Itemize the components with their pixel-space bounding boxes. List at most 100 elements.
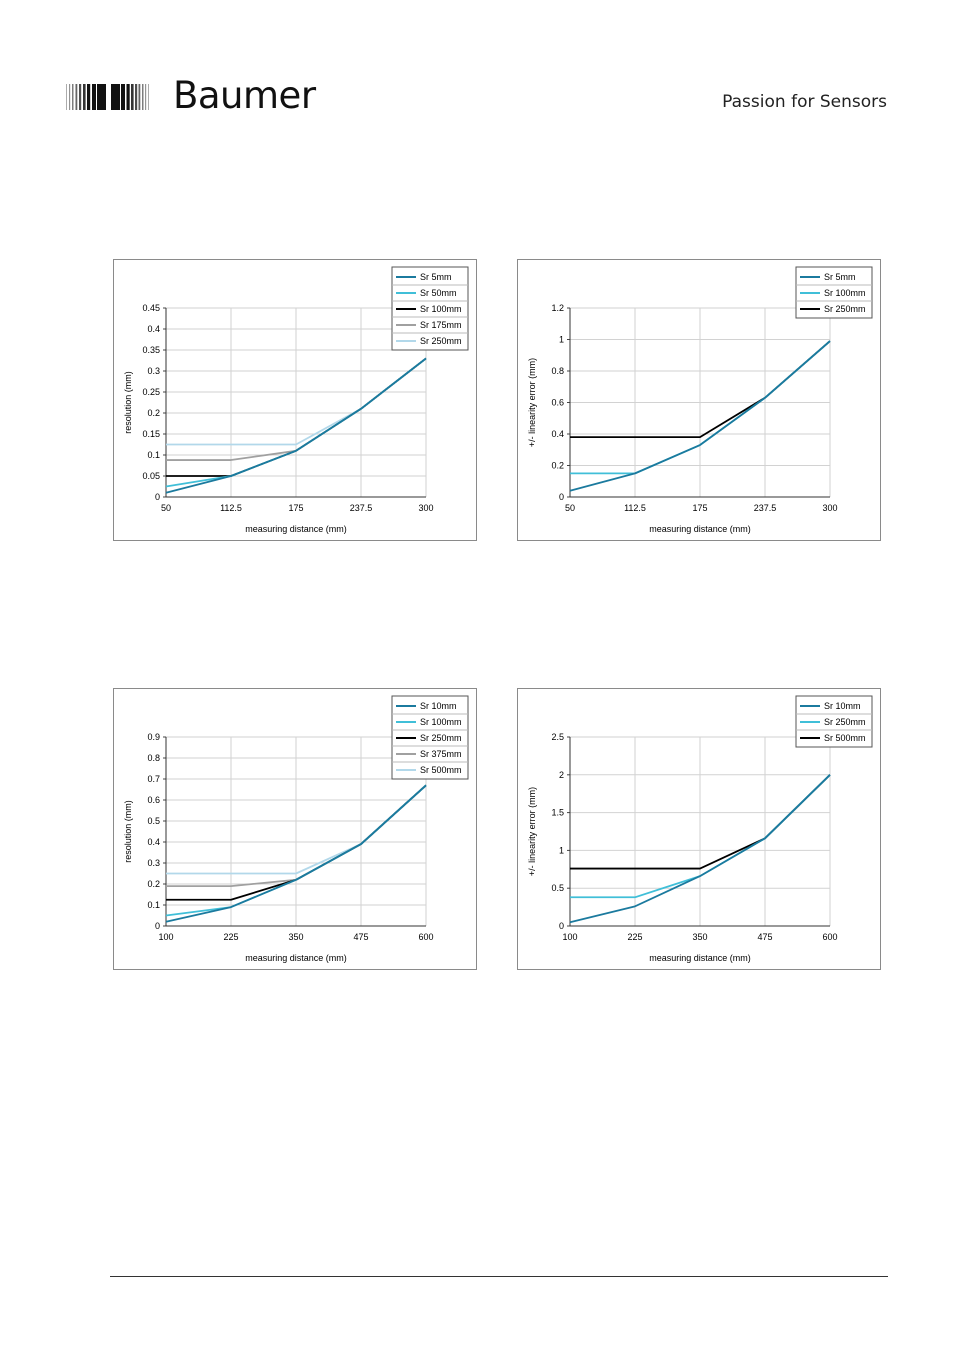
series-group xyxy=(569,340,831,492)
x-tick-label: 237.5 xyxy=(754,503,777,513)
legend-entry: Sr 10mm xyxy=(824,701,861,711)
x-tick-label: 600 xyxy=(822,932,837,942)
resolution-chart-300: 0 0.05 0.1 0.15 0.2 0.25 0.3 0.35 0.4 0.45 50 112.5… xyxy=(113,259,477,541)
y-tick-label: 0.9 xyxy=(147,732,160,742)
y-tick-label: 2.5 xyxy=(551,732,564,742)
linearity-chart-300: 0 0.2 0.4 0.6 0.8 1 1.2 50 112.5 175 237.5 300 measu… xyxy=(517,259,881,541)
chart-legend: Sr 5mm Sr 100mm Sr 250mm xyxy=(795,266,873,319)
y-tick-label: 0.4 xyxy=(147,837,160,847)
y-tick-label: 0 xyxy=(559,921,564,931)
x-tick-label: 175 xyxy=(288,503,303,513)
series-line xyxy=(165,357,427,494)
y-tick-label: 0.2 xyxy=(147,408,160,418)
x-tick-label: 50 xyxy=(565,503,575,513)
x-tick-label: 350 xyxy=(692,932,707,942)
y-tick-label: 0.1 xyxy=(147,900,160,910)
series-group xyxy=(165,784,427,923)
y-tick-label: 0.25 xyxy=(142,387,160,397)
x-tick-label: 600 xyxy=(418,932,433,942)
y-axis-label: +/- linearity error (mm) xyxy=(527,787,537,876)
chart-legend: Sr 10mm Sr 100mm Sr 250mm Sr 375mm Sr 500mm xyxy=(391,695,469,780)
y-tick-label: 1.2 xyxy=(551,303,564,313)
y-tick-label: 0.6 xyxy=(147,795,160,805)
series-group xyxy=(569,774,831,924)
legend-entry: Sr 100mm xyxy=(420,717,462,727)
y-tick-label: 0.05 xyxy=(142,471,160,481)
x-tick-label: 475 xyxy=(353,932,368,942)
series-line xyxy=(569,774,831,924)
y-tick-label: 1.5 xyxy=(551,808,564,818)
legend-entry: Sr 250mm xyxy=(824,717,866,727)
x-tick-label: 112.5 xyxy=(220,503,242,513)
legend-entry: Sr 375mm xyxy=(420,749,462,759)
y-tick-label: 0.7 xyxy=(147,774,160,784)
y-axis-label: resolution (mm) xyxy=(123,371,133,434)
legend-entry: Sr 5mm xyxy=(824,272,856,282)
x-tick-label: 350 xyxy=(288,932,303,942)
brand-tagline: Passion for Sensors xyxy=(722,92,887,112)
y-tick-label: 2 xyxy=(559,770,564,780)
legend-entry: Sr 50mm xyxy=(420,288,457,298)
y-tick-label: 0.1 xyxy=(147,450,160,460)
x-tick-label: 300 xyxy=(418,503,433,513)
legend-entry: Sr 250mm xyxy=(420,733,462,743)
x-tick-label: 300 xyxy=(822,503,837,513)
y-tick-label: 0.8 xyxy=(551,366,564,376)
x-tick-label: 112.5 xyxy=(624,503,646,513)
legend-entry: Sr 10mm xyxy=(420,701,457,711)
y-tick-label: 0.35 xyxy=(142,345,160,355)
x-tick-label: 475 xyxy=(757,932,772,942)
series-line xyxy=(165,784,427,923)
x-tick-label: 100 xyxy=(158,932,173,942)
y-tick-label: 1 xyxy=(559,845,564,855)
legend-entry: Sr 100mm xyxy=(420,304,462,314)
y-tick-label: 1 xyxy=(559,335,564,345)
legend-entry: Sr 100mm xyxy=(824,288,866,298)
legend-entry: Sr 175mm xyxy=(420,320,462,330)
series-line xyxy=(569,340,831,492)
chart-grid xyxy=(165,736,427,927)
y-tick-label: 0.15 xyxy=(142,429,160,439)
x-tick-label: 237.5 xyxy=(350,503,373,513)
x-tick-label: 50 xyxy=(161,503,171,513)
y-tick-label: 0.6 xyxy=(551,398,564,408)
x-axis-label: measuring distance (mm) xyxy=(245,953,347,963)
chart-grid xyxy=(569,736,831,927)
y-tick-label: 0.5 xyxy=(551,883,564,893)
x-tick-label: 175 xyxy=(692,503,707,513)
legend-entry: Sr 250mm xyxy=(824,304,866,314)
legend-entry: Sr 250mm xyxy=(420,336,462,346)
y-tick-label: 0 xyxy=(559,492,564,502)
y-axis-label: resolution (mm) xyxy=(123,800,133,863)
y-tick-label: 0.2 xyxy=(551,461,564,471)
x-tick-label: 225 xyxy=(627,932,642,942)
chart-grid xyxy=(165,307,427,498)
x-tick-label: 100 xyxy=(562,932,577,942)
legend-entry: Sr 500mm xyxy=(824,733,866,743)
chart-grid xyxy=(569,307,831,498)
chart-legend: Sr 10mm Sr 250mm Sr 500mm xyxy=(795,695,873,748)
y-axis-label: +/- linearity error (mm) xyxy=(527,358,537,447)
legend-entry: Sr 500mm xyxy=(420,765,462,775)
baumer-logo-mark xyxy=(66,84,149,110)
y-tick-label: 0.8 xyxy=(147,753,160,763)
footer-divider xyxy=(110,1276,888,1277)
linearity-chart-600: 0 0.5 1 1.5 2 2.5 100 225 350 475 600 measuring dis… xyxy=(517,688,881,970)
y-tick-label: 0.45 xyxy=(142,303,160,313)
chart-legend: Sr 5mm Sr 50mm Sr 100mm Sr 175mm Sr 250mm xyxy=(391,266,469,351)
y-tick-label: 0.4 xyxy=(551,429,564,439)
legend-entry: Sr 5mm xyxy=(420,272,452,282)
x-tick-label: 225 xyxy=(223,932,238,942)
y-tick-label: 0 xyxy=(155,921,160,931)
y-tick-label: 0.4 xyxy=(147,324,160,334)
y-tick-label: 0 xyxy=(155,492,160,502)
x-axis-label: measuring distance (mm) xyxy=(649,953,751,963)
series-group xyxy=(165,357,427,494)
y-tick-label: 0.2 xyxy=(147,879,160,889)
y-tick-label: 0.5 xyxy=(147,816,160,826)
resolution-chart-600: 0 0.1 0.2 0.3 0.4 0.5 0.6 0.7 0.8 0.9 100 225 350 475… xyxy=(113,688,477,970)
x-axis-label: measuring distance (mm) xyxy=(649,524,751,534)
y-tick-label: 0.3 xyxy=(147,366,160,376)
brand-name: Baumer xyxy=(173,74,316,117)
y-tick-label: 0.3 xyxy=(147,858,160,868)
